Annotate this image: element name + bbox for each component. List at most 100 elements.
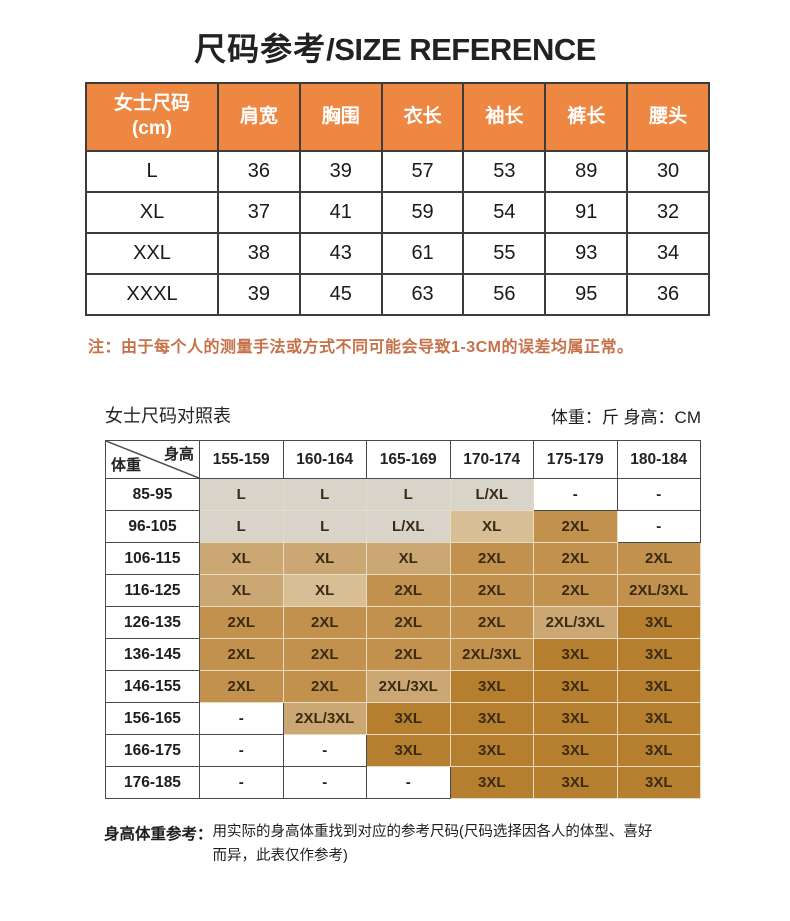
- size-recommendation-cell: -: [366, 766, 451, 799]
- size-table-header: 衣长: [380, 82, 465, 152]
- size-table-header: 裤长: [544, 82, 629, 152]
- header-line: (cm): [131, 118, 173, 139]
- height-range-header: 155-159: [199, 440, 284, 479]
- measurement-cell: 57: [380, 150, 465, 193]
- measurement-cell: 54: [462, 191, 547, 234]
- table-row: 116-125 XL XL 2XL 2XL 2XL 2XL/3XL: [105, 574, 701, 607]
- size-recommendation-cell: 2XL: [616, 542, 701, 575]
- table-row: XL 37 41 59 54 91 32: [85, 191, 710, 234]
- size-recommendation-cell: 3XL: [616, 766, 701, 799]
- header-row: 女士尺码 (cm) 肩宽 胸围 衣长 袖长 裤长 腰头: [85, 82, 710, 152]
- size-recommendation-cell: 3XL: [616, 638, 701, 671]
- matrix-body: 85-95 L L L L/XL - -96-105 L L L/XL XL 2XL -106-115 X…: [105, 478, 701, 799]
- size-label-cell: XXXL: [85, 273, 219, 316]
- size-recommendation-cell: 2XL: [199, 606, 284, 639]
- footer-note-label: 身高体重参考：: [104, 826, 213, 843]
- size-recommendation-cell: -: [533, 478, 618, 511]
- corner-weight-label: 体重: [111, 457, 142, 474]
- weight-range-cell: 166-175: [105, 734, 200, 767]
- measurement-cell: 36: [626, 273, 710, 316]
- size-recommendation-cell: 3XL: [366, 702, 451, 735]
- size-recommendation-cell: -: [282, 734, 367, 767]
- garment-size-table-body: L 36 39 57 53 89 30 XL 37 41 59 54 91 32 XXL 38 43 61 55 93…: [85, 150, 710, 316]
- table-row: L 36 39 57 53 89 30: [85, 150, 710, 193]
- size-recommendation-cell: XL: [366, 542, 451, 575]
- size-recommendation-cell: 2XL: [533, 510, 618, 543]
- size-recommendation-cell: 2XL: [282, 606, 367, 639]
- weight-range-cell: 126-135: [105, 606, 200, 639]
- size-label-cell: L: [85, 150, 219, 193]
- matrix-header: 身高 体重 155-159 160-164 165-169 170-174 175-17…: [105, 440, 701, 479]
- comparison-section-header: 女士尺码对照表 体重：斤 身高：CM: [105, 402, 701, 428]
- measurement-cell: 45: [298, 273, 383, 316]
- size-recommendation-cell: -: [199, 702, 284, 735]
- height-range-header: 175-179: [533, 440, 618, 479]
- table-row: 85-95 L L L L/XL - -: [105, 478, 701, 511]
- table-row: 96-105 L L L/XL XL 2XL -: [105, 510, 701, 543]
- table-row: 176-185- - -3XL 3XL 3XL: [105, 766, 701, 799]
- size-recommendation-cell: XL: [282, 542, 367, 575]
- size-recommendation-cell: 2XL: [533, 574, 618, 607]
- size-recommendation-cell: 2XL: [449, 606, 534, 639]
- table-row: 136-145 2XL 2XL 2XL 2XL/3XL 3XL 3XL: [105, 638, 701, 671]
- measurement-cell: 53: [462, 150, 547, 193]
- size-recommendation-cell: -: [616, 510, 701, 543]
- table-row: 146-155 2XL 2XL 2XL/3XL 3XL 3XL 3XL: [105, 670, 701, 703]
- size-recommendation-cell: 2XL: [449, 542, 534, 575]
- size-recommendation-cell: 2XL/3XL: [366, 670, 451, 703]
- size-recommendation-cell: 3XL: [616, 734, 701, 767]
- footer-note: 身高体重参考： 用实际的身高体重找到对应的参考尺码(尺码选择因各人的体型、喜好而…: [104, 821, 790, 869]
- size-recommendation-cell: 3XL: [366, 734, 451, 767]
- measurement-cell: 55: [462, 232, 547, 275]
- weight-range-cell: 136-145: [105, 638, 200, 671]
- weight-range-cell: 146-155: [105, 670, 200, 703]
- measurement-cell: 39: [298, 150, 383, 193]
- size-table-header: 胸围: [298, 82, 383, 152]
- height-range-header: 180-184: [616, 440, 701, 479]
- header-row: 身高 体重 155-159 160-164 165-169 170-174 175-17…: [105, 440, 701, 479]
- size-recommendation-cell: 3XL: [533, 766, 618, 799]
- comparison-table-title: 女士尺码对照表: [105, 406, 231, 426]
- size-recommendation-cell: -: [616, 478, 701, 511]
- size-recommendation-cell: 2XL: [366, 606, 451, 639]
- measurement-cell: 36: [217, 150, 301, 193]
- size-label-cell: XXL: [85, 232, 219, 275]
- corner-height-label: 身高: [163, 446, 194, 463]
- header-line: 女士尺码: [113, 93, 190, 115]
- weight-range-cell: 116-125: [105, 574, 200, 607]
- measurement-tolerance-note: 注：由于每个人的测量手法或方式不同可能会导致1-3CM的误差均属正常。: [88, 339, 634, 356]
- table-row: 126-135 2XL 2XL 2XL 2XL 2XL/3XL 3XL: [105, 606, 701, 639]
- size-recommendation-cell: -: [199, 766, 284, 799]
- size-recommendation-cell: 2XL: [282, 670, 367, 703]
- size-recommendation-cell: L: [282, 510, 367, 543]
- measurement-cell: 95: [544, 273, 629, 316]
- height-range-header: 170-174: [449, 440, 534, 479]
- size-recommendation-cell: 2XL: [533, 542, 618, 575]
- measurement-cell: 93: [544, 232, 629, 275]
- size-recommendation-cell: -: [282, 766, 367, 799]
- size-recommendation-cell: XL: [282, 574, 367, 607]
- size-recommendation-cell: 2XL: [366, 638, 451, 671]
- size-recommendation-cell: XL: [449, 510, 534, 543]
- size-recommendation-cell: L/XL: [366, 510, 451, 543]
- measurement-cell: 63: [380, 273, 465, 316]
- weight-range-cell: 85-95: [105, 478, 200, 511]
- weight-range-cell: 106-115: [105, 542, 200, 575]
- measurement-cell: 30: [626, 150, 710, 193]
- size-table-header: 肩宽: [217, 82, 301, 152]
- size-recommendation-cell: 2XL: [199, 638, 284, 671]
- size-recommendation-cell: 2XL/3XL: [616, 574, 701, 607]
- weight-range-cell: 96-105: [105, 510, 200, 543]
- measurement-cell: 39: [217, 273, 301, 316]
- size-recommendation-cell: 3XL: [533, 670, 618, 703]
- size-table-header: 袖长: [462, 82, 547, 152]
- measurement-cell: 41: [298, 191, 383, 234]
- size-recommendation-cell: 2XL: [282, 638, 367, 671]
- size-recommendation-cell: 3XL: [616, 670, 701, 703]
- measurement-cell: 43: [298, 232, 383, 275]
- measurement-cell: 56: [462, 273, 547, 316]
- size-recommendation-cell: 2XL/3XL: [282, 702, 367, 735]
- size-recommendation-cell: -: [199, 734, 284, 767]
- size-recommendation-cell: XL: [199, 542, 284, 575]
